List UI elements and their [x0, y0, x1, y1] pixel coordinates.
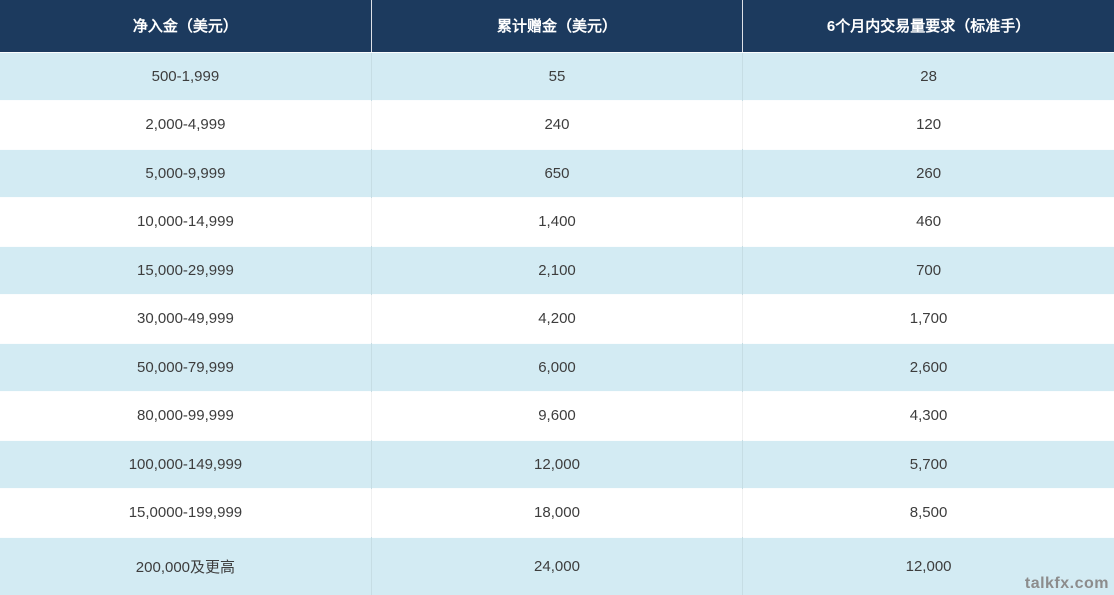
cell-cumulative-bonus: 18,000 [371, 488, 744, 537]
cell-cumulative-bonus: 2,100 [371, 245, 744, 295]
cell-cumulative-bonus: 24,000 [371, 536, 744, 595]
table-row: 15,000-29,999 2,100 700 [0, 245, 1114, 295]
cell-volume-requirement: 260 [742, 148, 1114, 198]
col-header-net-deposit: 净入金（美元） [0, 0, 372, 52]
cell-net-deposit: 2,000-4,999 [0, 100, 372, 149]
table-row: 200,000及更高 24,000 12,000 [0, 536, 1114, 595]
cell-net-deposit: 500-1,999 [0, 51, 372, 101]
cell-volume-requirement: 2,600 [742, 342, 1114, 392]
cell-volume-requirement: 5,700 [742, 439, 1114, 489]
cell-volume-requirement: 12,000 [742, 536, 1114, 595]
cell-cumulative-bonus: 12,000 [371, 439, 744, 489]
cell-cumulative-bonus: 9,600 [371, 391, 744, 440]
cell-volume-requirement: 700 [742, 245, 1114, 295]
cell-net-deposit: 10,000-14,999 [0, 197, 372, 246]
cell-net-deposit: 80,000-99,999 [0, 391, 372, 440]
table-row: 100,000-149,999 12,000 5,700 [0, 439, 1114, 489]
table-row: 500-1,999 55 28 [0, 51, 1114, 101]
table-row: 30,000-49,999 4,200 1,700 [0, 294, 1114, 343]
header-row: 净入金（美元） 累计赠金（美元） 6个月内交易量要求（标准手） [0, 0, 1114, 52]
cell-volume-requirement: 1,700 [742, 294, 1114, 343]
cell-net-deposit: 200,000及更高 [0, 536, 372, 595]
table-row: 10,000-14,999 1,400 460 [0, 197, 1114, 246]
cell-volume-requirement: 460 [742, 197, 1114, 246]
table-row: 80,000-99,999 9,600 4,300 [0, 391, 1114, 440]
cell-cumulative-bonus: 4,200 [371, 294, 744, 343]
cell-net-deposit: 15,0000-199,999 [0, 488, 372, 537]
col-header-volume-requirement: 6个月内交易量要求（标准手） [742, 0, 1114, 52]
cell-cumulative-bonus: 650 [371, 148, 744, 198]
cell-cumulative-bonus: 55 [371, 51, 744, 101]
cell-net-deposit: 50,000-79,999 [0, 342, 372, 392]
table-row: 15,0000-199,999 18,000 8,500 [0, 488, 1114, 537]
cell-volume-requirement: 4,300 [742, 391, 1114, 440]
table-row: 5,000-9,999 650 260 [0, 148, 1114, 198]
cell-volume-requirement: 28 [742, 51, 1114, 101]
cell-cumulative-bonus: 6,000 [371, 342, 744, 392]
cell-net-deposit: 15,000-29,999 [0, 245, 372, 295]
watermark-text: talkfx.com [1024, 575, 1109, 592]
cell-cumulative-bonus: 1,400 [371, 197, 744, 246]
cell-net-deposit: 30,000-49,999 [0, 294, 372, 343]
cell-cumulative-bonus: 240 [371, 100, 744, 149]
col-header-cumulative-bonus: 累计赠金（美元） [371, 0, 744, 52]
cell-volume-requirement: 120 [742, 100, 1114, 149]
cell-volume-requirement: 8,500 [742, 488, 1114, 537]
cell-net-deposit: 5,000-9,999 [0, 148, 372, 198]
table-row: 50,000-79,999 6,000 2,600 [0, 342, 1114, 392]
table-row: 2,000-4,999 240 120 [0, 100, 1114, 149]
cell-net-deposit: 100,000-149,999 [0, 439, 372, 489]
